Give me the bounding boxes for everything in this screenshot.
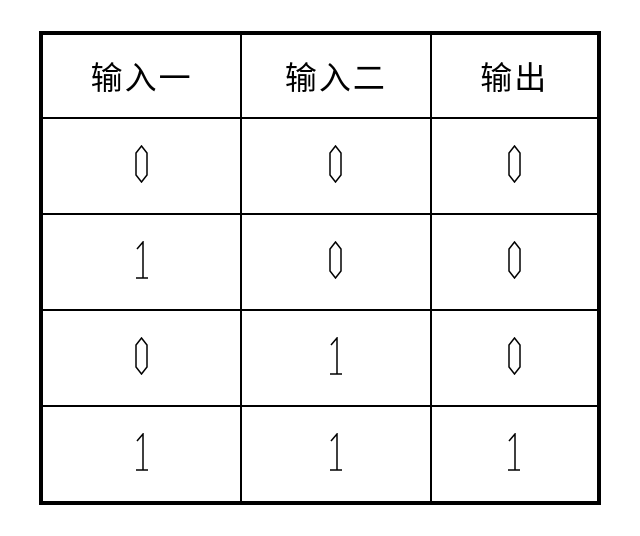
- digit-value: [507, 433, 521, 476]
- cell: [241, 118, 430, 214]
- digit-value: [508, 241, 521, 284]
- cell: [42, 406, 241, 502]
- table-row: [42, 406, 598, 502]
- digit-value: [508, 337, 521, 380]
- header-input2: 输入二: [241, 34, 430, 118]
- table-header-row: 输入一 输入二 输出: [42, 34, 598, 118]
- cell: [431, 406, 598, 502]
- cell: [431, 214, 598, 310]
- digit-value: [135, 241, 149, 284]
- header-output: 输出: [431, 34, 598, 118]
- table-row: [42, 118, 598, 214]
- digit-value: [329, 241, 342, 284]
- header-input1: 输入一: [42, 34, 241, 118]
- cell: [431, 118, 598, 214]
- digit-value: [508, 145, 521, 188]
- cell: [241, 406, 430, 502]
- cell: [42, 310, 241, 406]
- cell: [42, 118, 241, 214]
- digit-value: [135, 145, 148, 188]
- cell: [42, 214, 241, 310]
- digit-value: [329, 337, 343, 380]
- digit-value: [329, 145, 342, 188]
- truth-table-container: 输入一 输入二 输出: [39, 31, 601, 505]
- digit-value: [135, 337, 148, 380]
- truth-table: 输入一 输入二 输出: [41, 33, 599, 503]
- table-row: [42, 214, 598, 310]
- digit-value: [329, 433, 343, 476]
- table-row: [42, 310, 598, 406]
- cell: [431, 310, 598, 406]
- cell: [241, 214, 430, 310]
- cell: [241, 310, 430, 406]
- table-body: [42, 118, 598, 502]
- digit-value: [135, 433, 149, 476]
